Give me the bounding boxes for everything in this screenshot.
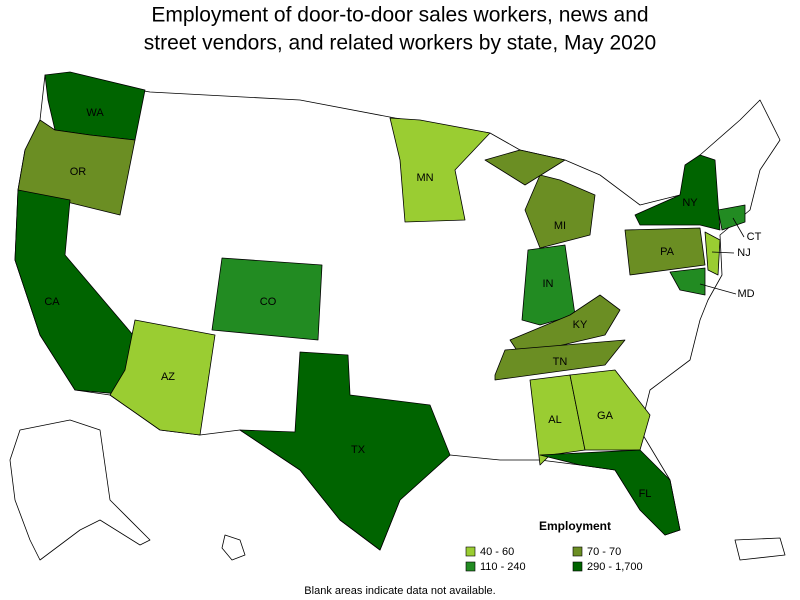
legend-label: 70 - 70 [587,546,621,558]
hawaii [221,534,246,561]
alaska [9,419,151,561]
state-label: OR [70,166,87,178]
legend-swatch [465,561,476,572]
state [239,351,451,551]
state [717,204,746,231]
title-line: Employment of door-to-door sales workers… [151,4,648,27]
state [494,339,626,381]
state [211,257,323,341]
state-label: WA [86,107,104,119]
state-label: AL [548,414,561,426]
state [624,227,706,276]
state [484,149,566,186]
state-label: NY [682,197,698,209]
state [704,231,721,276]
state-label: CO [260,296,277,308]
state-label: AZ [161,371,175,383]
legend-swatch [465,546,476,557]
legend-title: Employment [539,519,611,533]
legend-swatch [572,561,583,572]
state [109,319,216,436]
leader-line [732,217,745,238]
state-label: MI [554,220,566,232]
state [17,119,136,216]
state [539,449,681,536]
state [569,369,651,451]
leader-line [711,251,735,254]
state-label: NJ [737,247,750,259]
state-label: GA [597,410,614,422]
state-label: IN [543,278,554,290]
state-label: TX [351,444,366,456]
state-label: TN [553,356,568,368]
state-label: PA [660,246,675,258]
title-line: street vendors, and related workers by s… [144,32,656,55]
state [669,267,706,296]
legend-label: 290 - 1,700 [587,561,643,573]
state-label: CA [44,296,60,308]
state [634,154,721,231]
state-label: MD [737,288,754,300]
state-label: FL [639,488,652,500]
state-label: CT [747,231,762,243]
legend-label: 40 - 60 [480,546,514,558]
legend-swatch [572,546,583,557]
state [389,117,491,223]
state-label: KY [573,319,588,331]
state [524,174,596,249]
legend-label: 110 - 240 [480,561,526,573]
leader-line [699,283,737,295]
footnote: Blank areas indicate data not available. [304,585,495,597]
state-label: MN [416,172,433,184]
puerto-rico [734,537,786,561]
state [529,374,586,466]
